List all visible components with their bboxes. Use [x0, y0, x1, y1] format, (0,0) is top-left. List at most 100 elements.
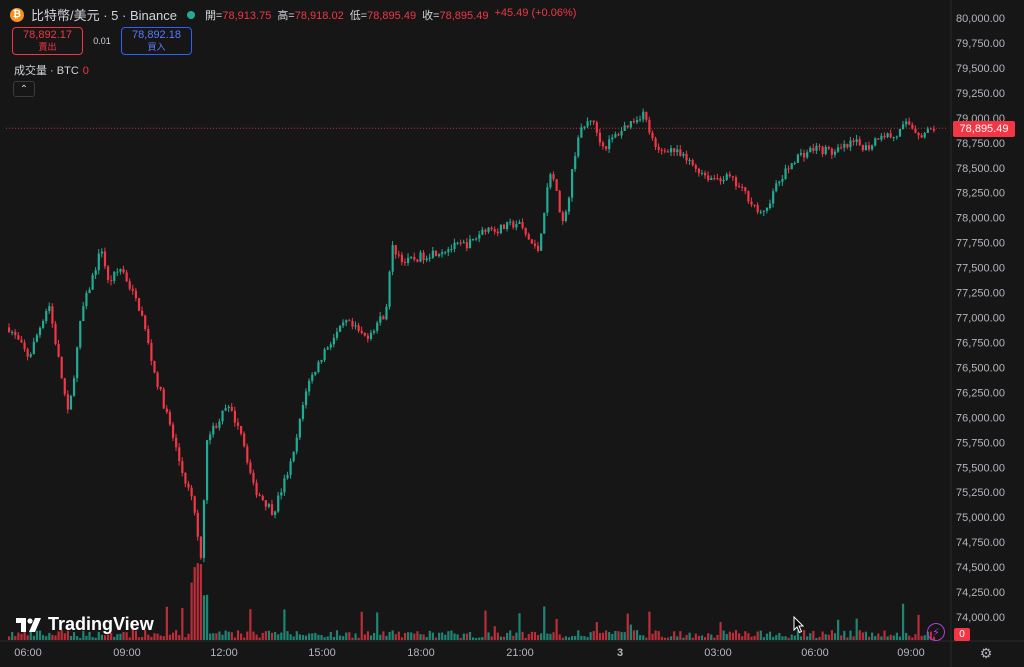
candle-body [858, 139, 861, 145]
candle-body [342, 322, 345, 326]
volume-bar [818, 636, 821, 640]
volume-bar [666, 637, 670, 640]
candle-body [246, 446, 249, 463]
volume-bar [403, 632, 407, 640]
lightning-icon[interactable]: ⚡ [927, 623, 945, 641]
volume-bar [233, 637, 237, 640]
candle-body [481, 229, 484, 235]
volume-bar [221, 634, 224, 640]
candle-body [666, 151, 670, 153]
volume-bar [304, 635, 308, 640]
candle-body [116, 271, 119, 273]
candle-body [357, 325, 360, 331]
volume-bar [601, 632, 605, 640]
candle-body [153, 361, 156, 373]
volume-bar [475, 637, 478, 640]
volume-bar [561, 637, 564, 640]
candle-body [530, 239, 533, 244]
volume-bar [178, 635, 181, 640]
volume-bar [784, 636, 787, 640]
candle-body [818, 145, 821, 147]
candle-body [846, 144, 849, 148]
volume-bar [224, 630, 227, 640]
candle-body [230, 406, 233, 411]
volume-bar [187, 633, 190, 640]
sell-button[interactable]: 78,892.17 賣出 [12, 27, 83, 55]
candle-body [790, 163, 793, 170]
collapse-indicators-button[interactable]: ⌃ [13, 81, 35, 97]
volume-bar [382, 631, 385, 640]
volume-bar [317, 634, 320, 640]
volume-bar [781, 636, 784, 640]
volume-bar [512, 635, 515, 640]
volume-bar [57, 631, 60, 640]
volume-bar [793, 635, 796, 640]
candle-body [323, 349, 326, 360]
candle-body [833, 151, 837, 155]
volume-bar [895, 632, 898, 640]
buy-price: 78,892.18 [132, 29, 181, 41]
volume-bar [762, 637, 765, 640]
candle-body [827, 146, 830, 149]
volume-bar [227, 631, 230, 640]
candle-body [781, 179, 784, 182]
candle-body [673, 148, 676, 153]
volume-bar [286, 631, 289, 640]
candle-body [335, 331, 339, 338]
candle-body [475, 238, 478, 240]
volume-bar [335, 630, 339, 640]
volume-bar [815, 637, 818, 640]
volume-bar [697, 635, 701, 640]
logo-text: TradingView [48, 614, 154, 634]
candle-body [608, 139, 611, 150]
volume-bar [29, 630, 32, 640]
candle-body [595, 122, 598, 133]
volume-bar [147, 634, 150, 640]
candle-body [379, 316, 382, 323]
candle-body [787, 168, 790, 170]
volume-bar [917, 614, 920, 640]
volume-bar [351, 637, 354, 640]
candle-body [867, 145, 871, 150]
candle-body [765, 207, 769, 211]
volume-bar [249, 609, 252, 640]
volume-bar [385, 635, 388, 640]
volume-bar [753, 635, 756, 640]
volume-bar [42, 635, 45, 640]
volume-bar [462, 633, 465, 640]
buy-button[interactable]: 78,892.18 買入 [121, 27, 192, 55]
candle-body [496, 231, 499, 234]
candle-body [648, 119, 651, 133]
candle-body [892, 137, 895, 139]
price-axis-tick: 75,250.00 [956, 487, 1005, 499]
volume-bar [533, 632, 537, 640]
candle-body [861, 144, 864, 151]
volume-bar [515, 632, 518, 640]
symbol-title[interactable]: 比特幣/美元 · 5 · Binance [31, 8, 177, 23]
candle-body [425, 258, 428, 261]
candle-body [29, 354, 32, 357]
candle-body [236, 422, 240, 426]
candle-body [54, 323, 57, 344]
candle-body [88, 289, 91, 294]
volume-bar [388, 631, 391, 640]
volume-indicator-label[interactable]: 成交量 · BTC 0 [14, 62, 89, 78]
candle-body [908, 121, 911, 125]
close-label: 收= [422, 9, 440, 22]
trade-panel: 78,892.17 賣出 0.01 78,892.18 買入 [12, 27, 192, 55]
market-status-dot-icon[interactable] [186, 10, 195, 19]
volume-bar [422, 634, 425, 640]
tradingview-logo[interactable]: TradingView [16, 614, 154, 635]
candle-body [178, 447, 181, 462]
volume-bar [308, 633, 311, 640]
gear-icon[interactable]: ⚙ [979, 644, 993, 661]
volume-bar [119, 633, 122, 640]
volume-bar [741, 636, 744, 640]
volume-bar [103, 635, 107, 640]
candle-body [784, 168, 787, 180]
volume-bar [799, 636, 803, 640]
candle-body [100, 251, 103, 254]
volume-bar [864, 631, 868, 640]
volume-bar [280, 632, 283, 640]
